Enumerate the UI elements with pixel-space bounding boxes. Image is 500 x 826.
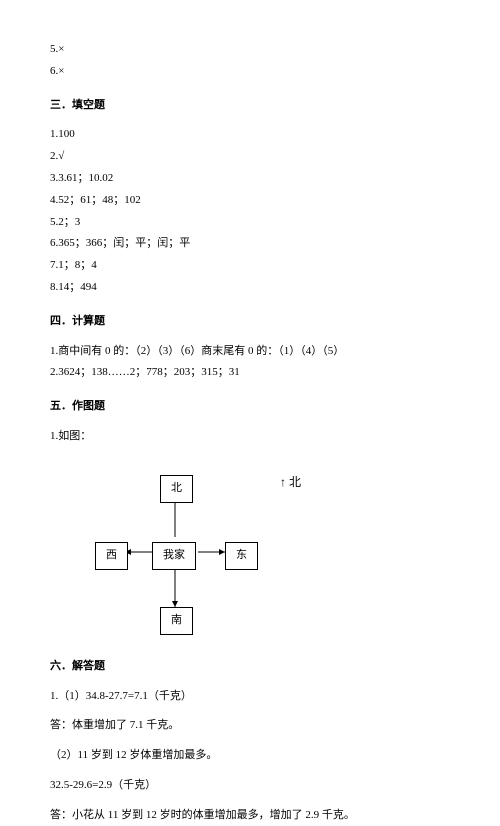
answer-line: 答：小花从 11 岁到 12 岁时的体重增加最多，增加了 2.9 千克。 [50, 806, 450, 826]
diagram-container: 北 南 西 东 我家 ↑ 北 [90, 467, 450, 637]
answer-line: 32.5-29.6=2.9（千克） [50, 776, 450, 796]
answer-line: 2.√ [50, 147, 450, 167]
arrow-up-icon: ↑ [280, 475, 286, 489]
answer-line: 1.（1）34.8-27.7=7.1（千克） [50, 687, 450, 707]
answer-line: 1.100 [50, 125, 450, 145]
answer-line: 6.365；366；闰；平；闰；平 [50, 234, 450, 254]
section-title-draw: 五．作图题 [50, 397, 450, 417]
answer-line: 答：体重增加了 7.1 千克。 [50, 716, 450, 736]
compass-north-label: 北 [289, 475, 301, 489]
answer-line: 5.2；3 [50, 213, 450, 233]
draw-intro: 1.如图： [50, 427, 450, 447]
answer-line: 7.1；8；4 [50, 256, 450, 276]
answer-line: 4.52；61；48；102 [50, 191, 450, 211]
section-title-solve: 六．解答题 [50, 657, 450, 677]
answer-line: 6.× [50, 62, 450, 82]
answer-line: 1.商中间有 0 的：（2）（3）（6）商末尾有 0 的：（1）（4）（5） [50, 342, 450, 362]
node-center: 我家 [152, 542, 196, 570]
section-title-calc: 四．计算题 [50, 312, 450, 332]
answer-line: 5.× [50, 40, 450, 60]
section-title-fill: 三．填空题 [50, 96, 450, 116]
answer-line: 3.3.61；10.02 [50, 169, 450, 189]
node-south: 南 [160, 607, 193, 635]
node-north: 北 [160, 475, 193, 503]
answer-line: （2）11 岁到 12 岁体重增加最多。 [50, 746, 450, 766]
compass-indicator: ↑ 北 [280, 472, 301, 494]
node-east: 东 [225, 542, 258, 570]
answer-line: 2.3624；138……2；778；203；315；31 [50, 363, 450, 383]
node-west: 西 [95, 542, 128, 570]
answer-line: 8.14；494 [50, 278, 450, 298]
